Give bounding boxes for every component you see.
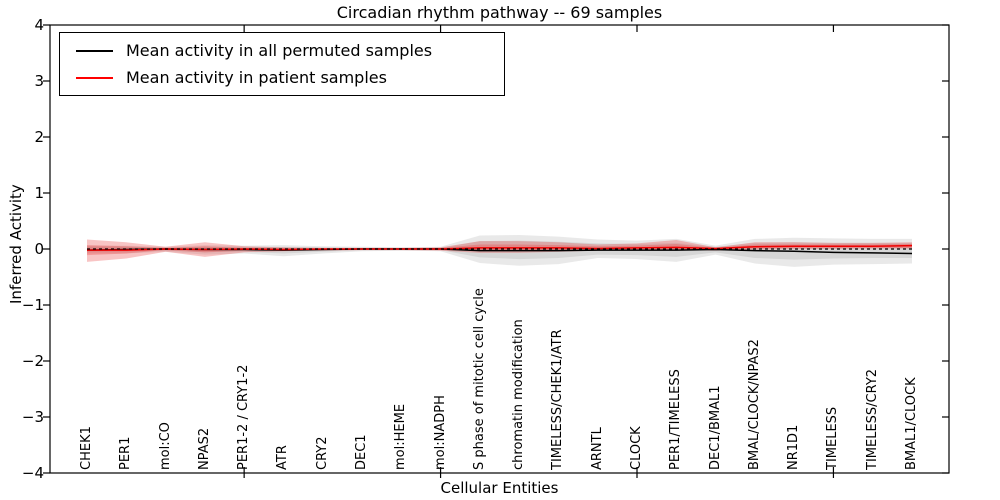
x-category-label: PER1-2 / CRY1-2	[236, 364, 252, 470]
x-category-label: DEC1	[354, 434, 369, 470]
y-tick-label: −3	[21, 408, 44, 426]
x-category-label: BMAL/CLOCK/NPAS2	[746, 339, 762, 470]
x-category-label: mol:HEME	[393, 403, 409, 470]
x-category-label: PER1	[118, 436, 134, 470]
x-category-label: NR1D1	[786, 424, 802, 470]
legend-label-permuted: Mean activity in all permuted samples	[126, 40, 433, 60]
y-tick-label: 1	[34, 184, 44, 202]
x-category-label: CHEK1	[79, 426, 94, 470]
x-category-label: TIMELESS	[825, 406, 841, 470]
x-category-label: TIMELESS/CRY2	[864, 368, 880, 470]
y-tick-label: 3	[34, 72, 44, 90]
legend-row-permuted: Mean activity in all permuted samples	[60, 41, 504, 61]
x-category-label: S phase of mitotic cell cycle	[471, 288, 487, 470]
y-tick-label: 4	[34, 16, 44, 34]
x-category-label: CLOCK	[629, 426, 644, 470]
chart-title: Circadian rhythm pathway -- 69 samples	[336, 3, 663, 22]
x-axis-title: Cellular Entities	[440, 479, 559, 497]
x-category-label: mol:CO	[157, 422, 173, 470]
y-tick-label: −4	[21, 464, 44, 482]
x-category-label: mol:NADPH	[432, 395, 448, 470]
x-category-label: PER1/TIMELESS	[668, 369, 684, 470]
legend-row-patient: Mean activity in patient samples	[60, 68, 504, 88]
x-category-label: BMAL1/CLOCK	[904, 377, 919, 470]
legend: Mean activity in all permuted samples Me…	[59, 32, 505, 96]
patient-line-swatch	[76, 76, 113, 79]
x-category-label: DEC1/BMAL1	[707, 385, 723, 471]
mean-line-patient	[87, 244, 913, 251]
permuted-line-swatch	[76, 49, 113, 52]
band-patient-spread-inner	[87, 243, 912, 256]
x-category-label: chromatin modification	[511, 319, 527, 470]
y-tick-label: 2	[34, 128, 44, 146]
y-tick-label: 0	[34, 240, 44, 258]
x-category-label: ARNTL	[589, 427, 605, 470]
y-tick-label: −2	[21, 352, 44, 370]
legend-label-patient: Mean activity in patient samples	[126, 67, 387, 87]
y-tick-label: −1	[21, 296, 44, 314]
x-category-label: NPAS2	[196, 427, 212, 470]
x-category-label: TIMELESS/CHEK1/ATR	[550, 329, 566, 470]
x-category-label: ATR	[275, 445, 291, 470]
x-category-label: CRY2	[314, 436, 330, 471]
